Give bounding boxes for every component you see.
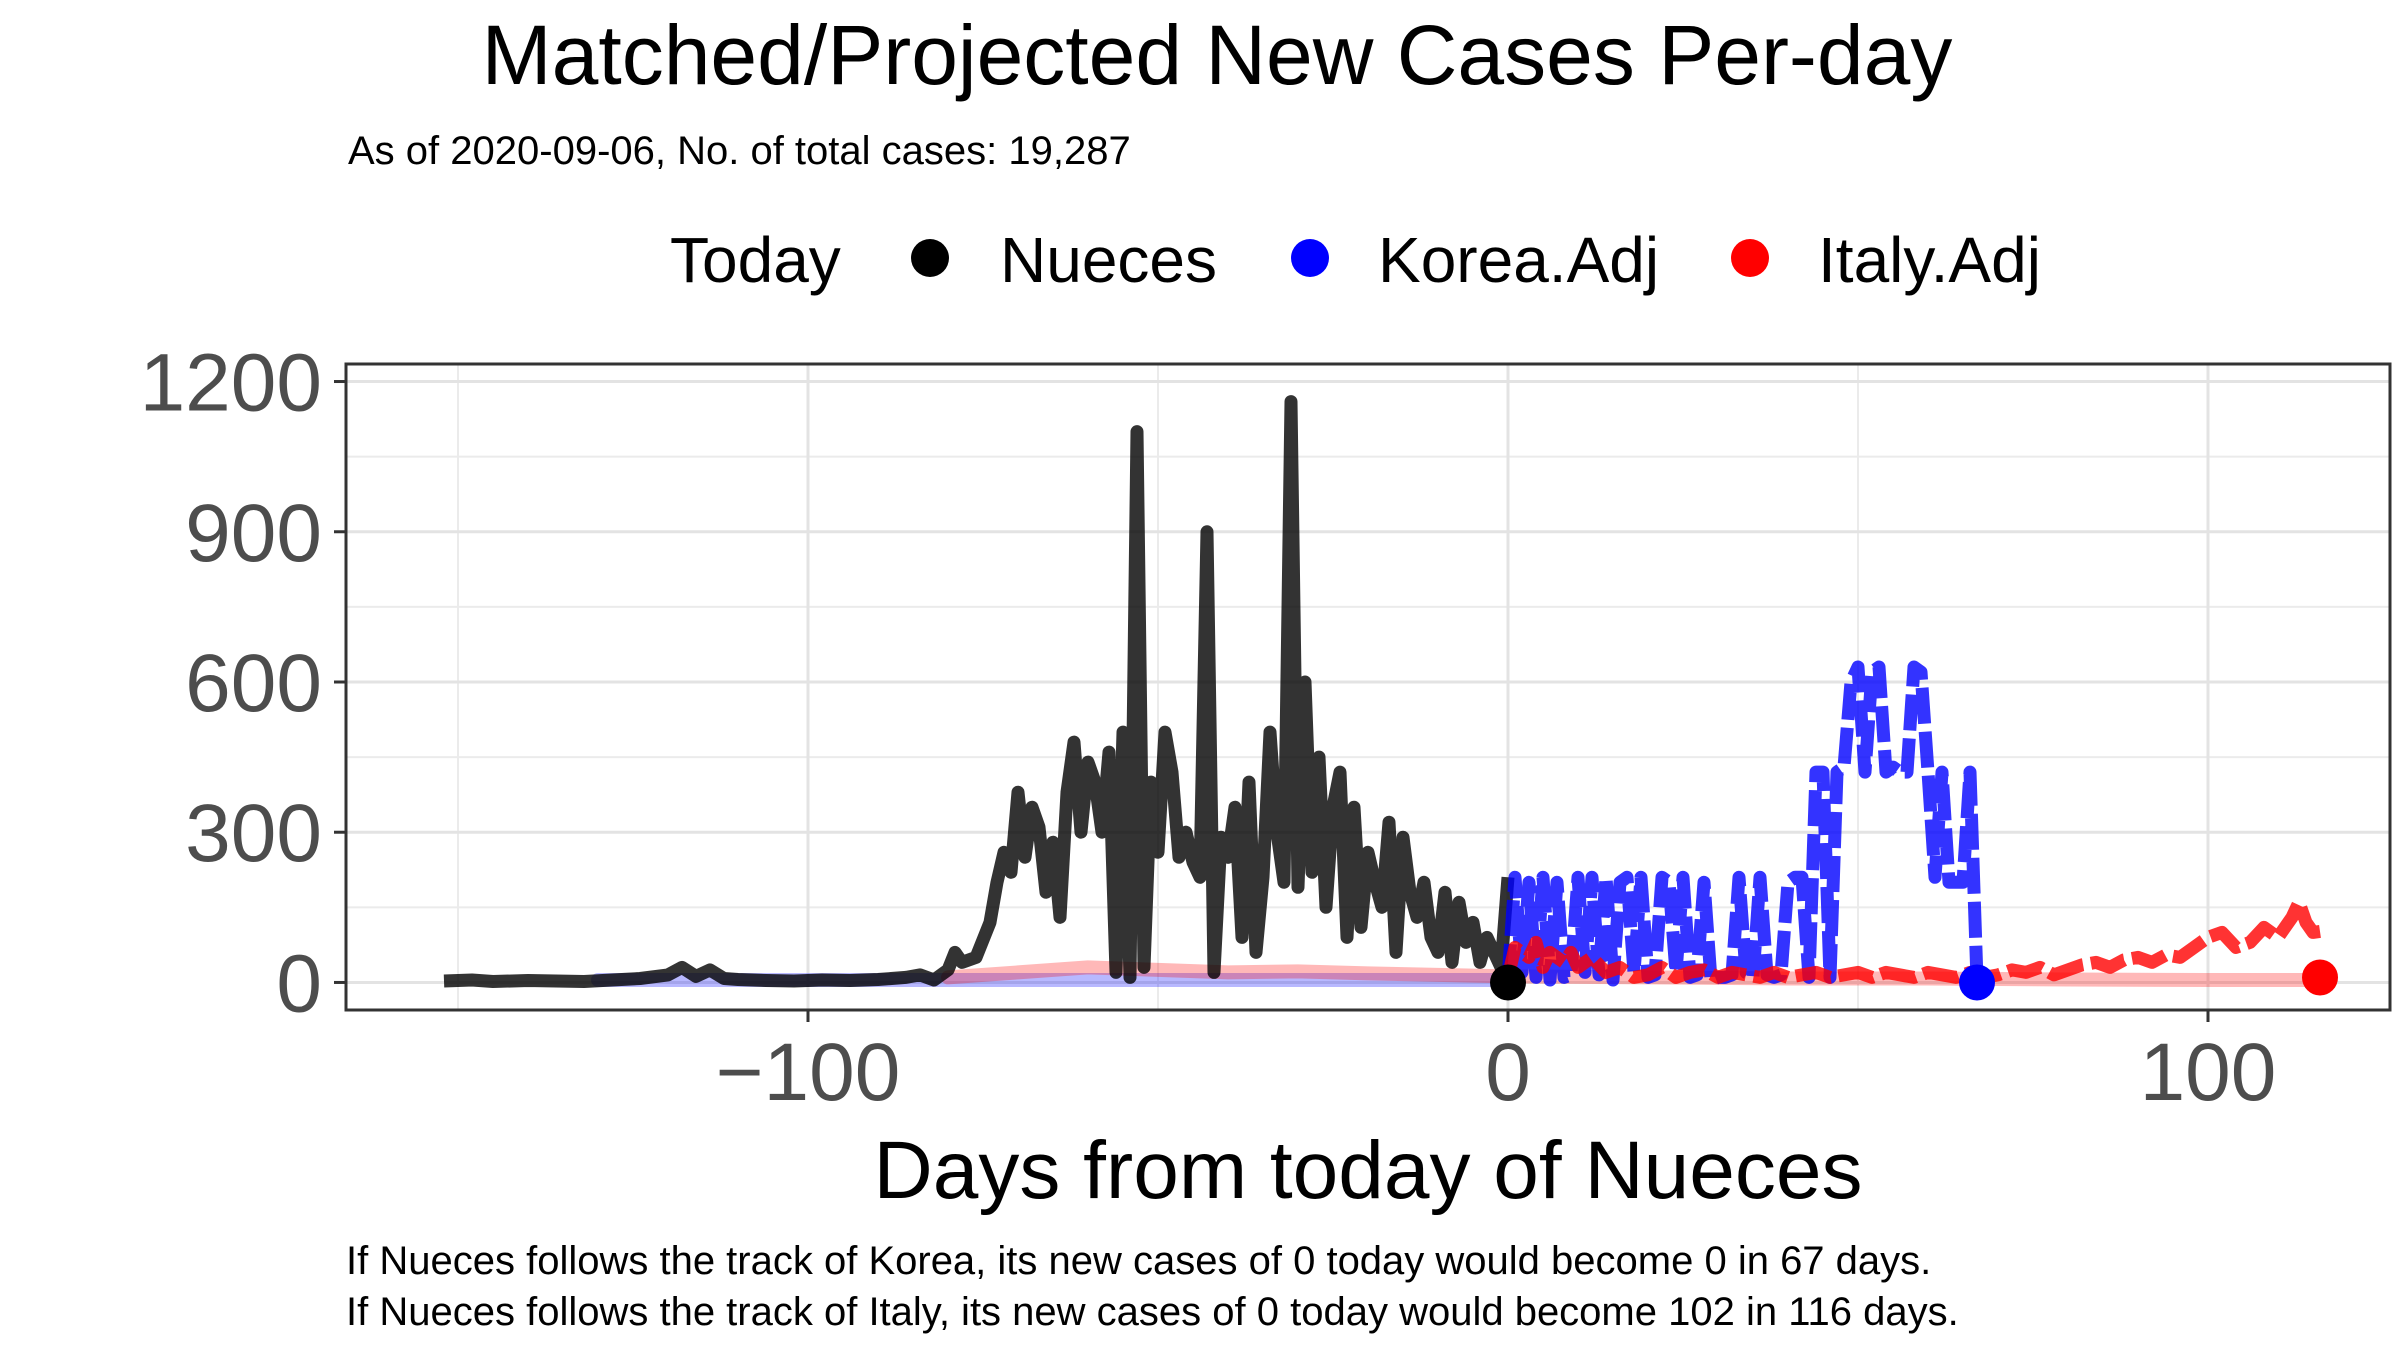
x-axis-title: Days from today of Nueces (874, 1125, 1863, 1216)
y-axis: 0 300 600 900 1200 (140, 338, 346, 1029)
y-tick-label: 600 (185, 638, 322, 729)
y-tick-label: 1200 (140, 338, 322, 429)
series-line-italy-adj (1501, 895, 2321, 984)
plot-border (344, 362, 2392, 1012)
legend-key-italy (1731, 239, 1769, 277)
today-point-korea-adj (1959, 964, 1995, 1001)
legend: Today Nueces Korea.Adj Italy.Adj (670, 224, 2041, 296)
chart-title: Matched/Projected New Cases Per-day (482, 8, 1953, 102)
legend-label-nueces: Nueces (1000, 224, 1217, 296)
y-tick-label: 0 (276, 938, 322, 1029)
y-tick-label: 900 (185, 488, 322, 579)
x-axis: −100 0 100 (716, 1010, 2277, 1118)
caption-korea: If Nueces follows the track of Korea, it… (346, 1239, 1931, 1283)
y-tick-label: 300 (185, 788, 322, 879)
today-points (1490, 959, 2338, 1001)
legend-key-korea (1291, 239, 1329, 277)
series-line-nueces (443, 395, 1515, 988)
plot-panel (344, 362, 2392, 1012)
x-tick-label: 0 (1485, 1027, 1531, 1118)
today-point-italy-adj (2302, 959, 2338, 996)
caption-italy: If Nueces follows the track of Italy, it… (346, 1290, 1959, 1334)
series-lines (443, 395, 2321, 988)
today-point-nueces (1490, 964, 1526, 1001)
x-tick-label: 100 (2140, 1027, 2277, 1118)
legend-key-nueces (911, 239, 949, 277)
x-tick-label: −100 (716, 1027, 901, 1118)
legend-label-korea: Korea.Adj (1378, 224, 1659, 296)
chart-subtitle: As of 2020-09-06, No. of total cases: 19… (348, 129, 1131, 173)
legend-title: Today (670, 224, 841, 296)
legend-label-italy: Italy.Adj (1818, 224, 2041, 296)
grid-lines (346, 364, 2390, 1010)
